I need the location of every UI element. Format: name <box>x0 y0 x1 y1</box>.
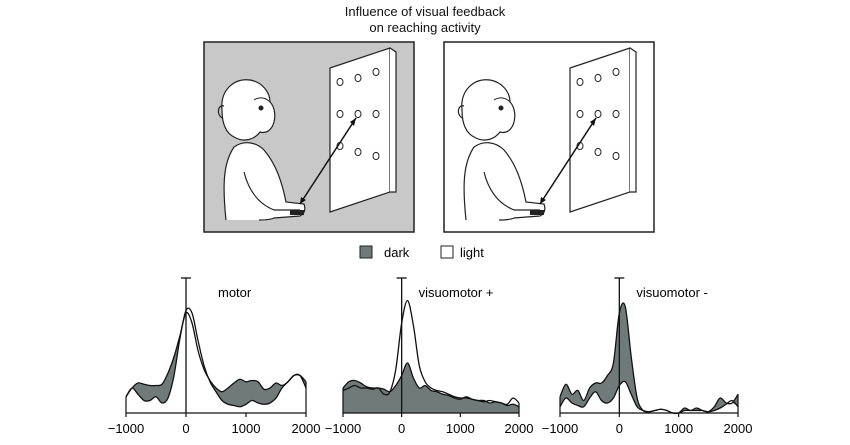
title-line-1: Influence of visual feedback <box>344 4 506 19</box>
x-tick-label: 0 <box>398 421 405 436</box>
hold-button <box>530 210 544 215</box>
series-light-line <box>125 307 307 408</box>
target-light <box>612 109 620 119</box>
x-tick-label: 2000 <box>292 421 321 436</box>
monkey-brow <box>253 97 271 103</box>
charts: −1000 0 1000 2000 motor −1000 0 1000 2000 visuomo… <box>108 277 753 436</box>
target-light <box>372 151 380 161</box>
target-light <box>594 73 602 83</box>
monkey-body <box>223 142 306 221</box>
arrowhead-top <box>350 118 356 126</box>
chart-1: −1000 0 1000 2000 visuomotor + <box>325 277 534 436</box>
figure-title: Influence of visual feedback on reaching… <box>0 4 850 36</box>
target-panel-edge <box>389 47 397 193</box>
x-tick-label: −1000 <box>108 421 145 436</box>
series-dark-line <box>342 362 520 408</box>
series-light-line <box>342 299 520 406</box>
legend-label-light: light <box>460 245 484 260</box>
x-tick-label: 1000 <box>446 421 475 436</box>
target-light <box>594 147 602 157</box>
target-light <box>594 109 602 119</box>
monkey-head <box>221 79 276 141</box>
legend-swatch-dark <box>359 245 373 259</box>
x-tick-label: −1000 <box>542 421 579 436</box>
target-light <box>576 109 584 119</box>
target-light <box>336 77 344 87</box>
x-tick-label: −1000 <box>325 421 362 436</box>
target-light <box>612 151 620 161</box>
monkey-arm <box>243 171 300 211</box>
target-light <box>336 109 344 119</box>
arrowhead-bottom <box>300 197 306 204</box>
x-tick-label: 1000 <box>664 421 693 436</box>
x-tick-label: 0 <box>616 421 623 436</box>
target-light <box>372 67 380 77</box>
monkey-arm <box>483 171 540 211</box>
monkey-illustration <box>217 47 397 221</box>
legend: dark light <box>359 245 484 260</box>
target-panel-edge <box>629 47 637 193</box>
arrowhead-bottom <box>540 197 546 204</box>
monkey-eye <box>498 105 504 111</box>
monkey-ear <box>217 105 225 119</box>
x-tick-label: 2000 <box>505 421 534 436</box>
series-dark-line <box>125 311 307 398</box>
chart-title: motor <box>218 285 252 300</box>
reach-arrow <box>299 117 357 205</box>
title-line-2: on reaching activity <box>369 20 481 35</box>
target-light <box>372 109 380 119</box>
x-tick-label: 2000 <box>724 421 753 436</box>
scene-light <box>443 41 655 233</box>
monkey-ear <box>457 105 465 119</box>
hold-button <box>290 210 304 215</box>
chart-2: −1000 0 1000 2000 visuomotor - <box>542 277 753 436</box>
target-light <box>354 147 362 157</box>
scene-dark <box>203 41 415 233</box>
x-tick-label: 1000 <box>232 421 261 436</box>
target-light <box>576 77 584 87</box>
monkey-head <box>461 79 516 141</box>
chart-0: −1000 0 1000 2000 motor <box>108 277 321 436</box>
legend-swatch-light <box>440 245 454 259</box>
monkey-brow <box>493 97 511 103</box>
arrowhead-top <box>590 118 596 126</box>
chart-title: visuomotor + <box>419 285 494 300</box>
target-light <box>354 73 362 83</box>
area-below-curves <box>560 381 738 414</box>
reach-arrow <box>539 117 597 205</box>
target-light <box>612 67 620 77</box>
monkey-illustration <box>457 47 637 221</box>
x-tick-label: 0 <box>182 421 189 436</box>
target-light <box>354 109 362 119</box>
monkey-eye <box>258 105 264 111</box>
legend-label-dark: dark <box>384 245 410 260</box>
target-panel <box>569 47 631 213</box>
target-panel <box>329 47 391 213</box>
series-dark-area <box>560 303 738 414</box>
chart-title: visuomotor - <box>636 285 708 300</box>
monkey-body <box>463 142 546 221</box>
series-light-line <box>559 380 739 414</box>
